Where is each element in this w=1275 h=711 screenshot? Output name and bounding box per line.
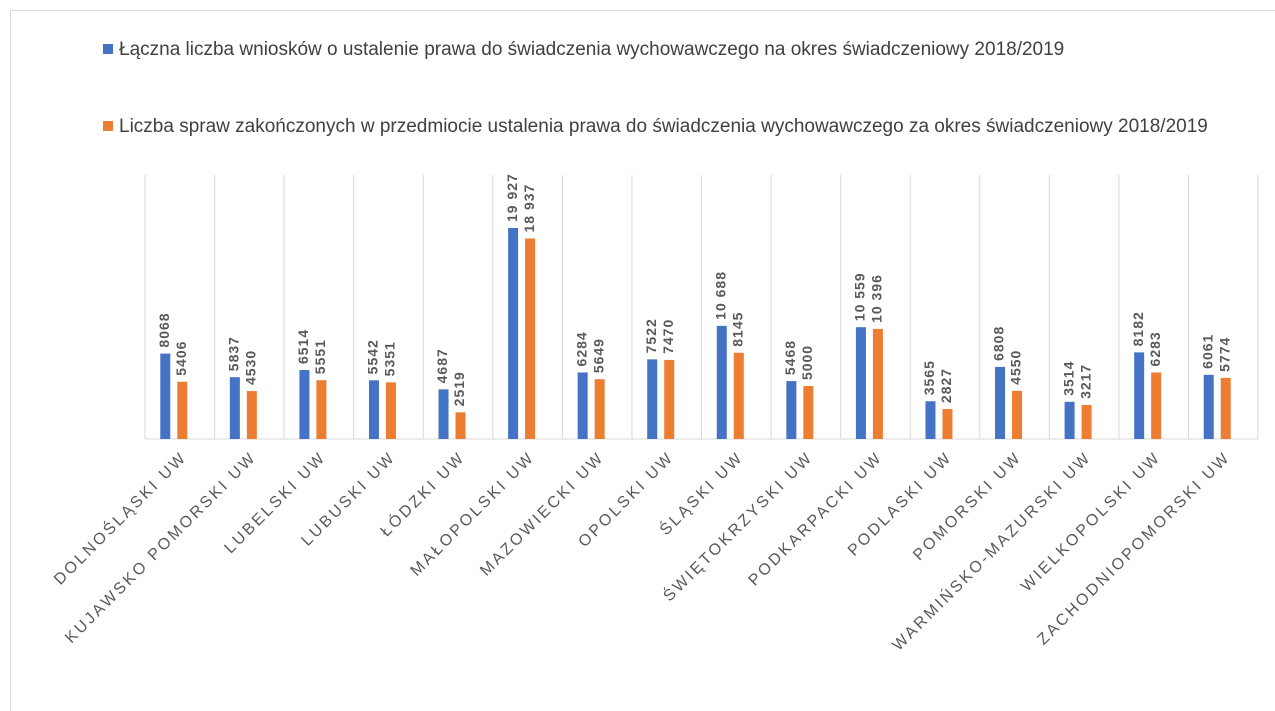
value-label: 2827 xyxy=(938,368,954,403)
x-tick-label: WIELKOPOLSKI UW xyxy=(1018,449,1164,595)
legend-swatch xyxy=(103,121,113,131)
chart-frame xyxy=(10,10,1275,711)
x-tick-label: MAZOWIECKI UW xyxy=(477,449,608,580)
value-label: 4687 xyxy=(434,348,450,383)
bar xyxy=(786,381,797,439)
bar xyxy=(647,359,658,439)
bar xyxy=(1220,377,1231,439)
bar xyxy=(508,228,519,439)
value-label: 8182 xyxy=(1130,311,1146,346)
legend-label: Łączna liczba wniosków o ustalenie prawa… xyxy=(119,39,1065,60)
bar xyxy=(385,382,396,439)
value-label: 4530 xyxy=(243,350,259,385)
value-label: 10 688 xyxy=(712,271,728,320)
value-label: 5837 xyxy=(226,336,242,371)
value-label: 4550 xyxy=(1008,350,1024,385)
bar xyxy=(995,366,1006,439)
value-label: 7522 xyxy=(643,318,659,353)
value-label: 8068 xyxy=(156,312,172,347)
value-label: 5542 xyxy=(365,339,381,374)
value-label: 5000 xyxy=(799,345,815,380)
value-label: 19 927 xyxy=(504,173,520,222)
x-tick-label: MAŁOPOLSKI UW xyxy=(408,449,539,580)
value-label: 3217 xyxy=(1077,364,1093,399)
value-label: 10 559 xyxy=(852,272,868,321)
bar xyxy=(246,391,257,439)
bar xyxy=(855,327,866,439)
bar xyxy=(577,372,588,439)
bar xyxy=(316,380,327,439)
value-label: 5551 xyxy=(312,339,328,374)
bar xyxy=(1081,404,1092,439)
bar xyxy=(872,328,883,439)
value-label: 6284 xyxy=(573,331,589,366)
bar xyxy=(594,379,605,439)
value-label: 2519 xyxy=(451,371,467,406)
legend-entry: Liczba spraw zakończonych w przedmiocie … xyxy=(103,113,1223,141)
bar xyxy=(525,238,536,439)
value-label: 3514 xyxy=(1060,361,1076,396)
value-label: 5351 xyxy=(382,341,398,376)
value-label: 7470 xyxy=(660,319,676,354)
value-label: 5468 xyxy=(782,340,798,375)
value-label: 6283 xyxy=(1147,331,1163,366)
bar xyxy=(160,353,171,439)
bar xyxy=(1151,372,1162,439)
bar xyxy=(1203,374,1214,439)
value-label: 6808 xyxy=(991,326,1007,361)
value-label: 5406 xyxy=(173,341,189,376)
legend-entry: Łączna liczba wniosków o ustalenie prawa… xyxy=(103,36,1223,64)
bar xyxy=(942,409,953,439)
bar xyxy=(1064,401,1075,439)
x-tick-label: ŚWIĘTOKRZYSKI UW xyxy=(659,447,817,605)
bar xyxy=(368,380,379,439)
bar xyxy=(716,325,727,439)
bar xyxy=(803,386,814,439)
bar xyxy=(438,389,449,439)
x-tick-label: DOLNOŚLĄSKI UW xyxy=(50,447,191,588)
bar xyxy=(664,359,675,439)
value-label: 18 937 xyxy=(521,184,537,233)
value-label: 8145 xyxy=(729,312,745,347)
value-label: 10 396 xyxy=(869,274,885,323)
bar xyxy=(1134,352,1145,439)
bar xyxy=(1012,390,1023,439)
bar xyxy=(455,412,466,439)
value-label: 6061 xyxy=(1199,334,1215,369)
bar xyxy=(733,352,744,439)
value-label: 3565 xyxy=(921,360,937,395)
value-label: 5774 xyxy=(1216,337,1232,372)
bar xyxy=(177,381,188,439)
value-label: 6514 xyxy=(295,329,311,364)
value-label: 5649 xyxy=(590,338,606,373)
x-tick-label: PODKARPACKI UW xyxy=(746,449,887,590)
bar xyxy=(229,377,240,439)
legend-swatch xyxy=(103,44,113,54)
bar xyxy=(925,401,936,439)
bar xyxy=(299,370,310,439)
legend-label: Liczba spraw zakończonych w przedmiocie … xyxy=(119,116,1208,137)
